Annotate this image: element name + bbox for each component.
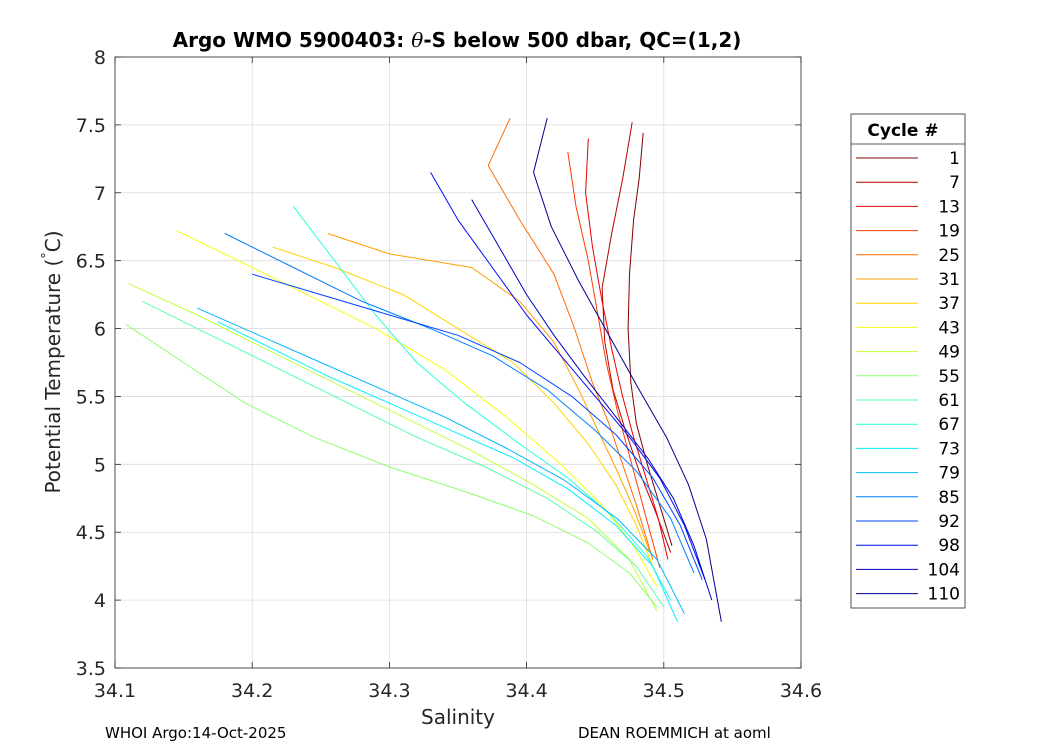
legend-label: 1 [949,149,960,169]
series-line-cycle-13 [585,138,669,560]
y-axis-label-degree: ° [40,252,55,259]
legend-label: 19 [938,222,960,242]
series-line-cycle-55 [125,324,658,608]
x-tick-label: 34.4 [505,680,547,702]
y-tick-label: 4.5 [76,522,106,544]
legend-label: 49 [938,343,960,363]
footer-left: WHOI Argo:14-Oct-2025 [105,724,287,742]
y-tick-label: 4 [94,590,106,612]
legend-label: 25 [938,246,960,266]
series-line-cycle-37 [272,246,654,567]
title-prefix: Argo WMO 5900403: [173,28,412,52]
series-line-cycle-110 [533,117,722,622]
x-tick-label: 34.3 [368,680,410,702]
y-tick-label: 3.5 [76,658,106,680]
y-axis-label-end: C) [41,230,65,252]
legend-title: Cycle # [867,121,938,141]
series-line-cycle-61 [142,300,665,608]
series-line-cycle-1 [627,132,673,546]
legend-label: 110 [928,585,960,605]
x-axis-label: Salinity [421,705,495,729]
legend-label: 85 [938,488,960,508]
y-tick-label: 5.5 [76,386,106,408]
series-line-cycle-85 [224,233,695,574]
series-lines [125,117,722,623]
plot-frame [114,56,802,669]
title-suffix: -S below 500 dbar, QC=(1,2) [423,28,741,52]
axis-ticks: 34.1 34.2 34.3 34.4 34.5 34.6 3.5 4 4.5 5 5.5 6 6.5 7… [76,47,822,702]
series-line-cycle-92 [252,273,703,580]
title-theta-symbol: θ [411,28,423,52]
series-line-cycle-7 [601,122,672,553]
x-tick-label: 34.6 [780,680,822,702]
series-line-cycle-25 [487,117,654,560]
legend: Cycle # 1 7 13 19 25 31 37 43 49 55 61 67 73 79 85 92 98… [850,113,966,609]
plot-area [115,57,801,668]
legend-label: 31 [938,270,960,290]
legend-label: 37 [938,294,960,314]
y-tick-label: 8 [94,47,106,69]
series-line-cycle-73 [217,321,678,623]
y-tick-label: 5 [94,454,106,476]
legend-label: 61 [938,391,960,411]
series-line-cycle-43 [176,230,658,587]
series-line-cycle-19 [567,151,661,568]
series-line-cycle-49 [128,283,658,612]
x-tick-label: 34.1 [94,680,136,702]
series-line-cycle-67 [293,206,672,601]
legend-label: 13 [938,197,960,217]
legend-label: 67 [938,415,960,435]
legend-label: 79 [938,464,960,484]
footer-right: DEAN ROEMMICH at aoml [578,724,771,742]
x-tick-label: 34.5 [643,680,685,702]
x-tick-label: 34.2 [231,680,273,702]
legend-label: 55 [938,367,960,387]
legend-label: 92 [938,512,960,532]
y-axis-label-main: Potential Temperature ( [41,259,65,494]
legend-label: 7 [949,173,960,193]
y-tick-label: 6 [94,319,106,341]
y-tick-label: 7.5 [76,115,106,137]
legend-label: 104 [928,560,960,580]
y-tick-label: 6.5 [76,251,106,273]
series-line-cycle-104 [471,199,713,601]
chart-title: Argo WMO 5900403: θ-S below 500 dbar, QC… [173,28,742,52]
y-axis-label: Potential Temperature (°C) [40,230,65,493]
legend-label: 73 [938,439,960,459]
series-line-cycle-98 [430,172,706,580]
series-line-cycle-31 [327,233,651,553]
y-tick-label: 7 [94,183,106,205]
legend-label: 43 [938,318,960,338]
legend-items: 1 7 13 19 25 31 37 43 49 55 61 67 73 79 85 92 98 104 110 [856,149,960,605]
legend-label: 98 [938,536,960,556]
series-line-cycle-79 [197,307,685,614]
legend-box [850,113,966,609]
